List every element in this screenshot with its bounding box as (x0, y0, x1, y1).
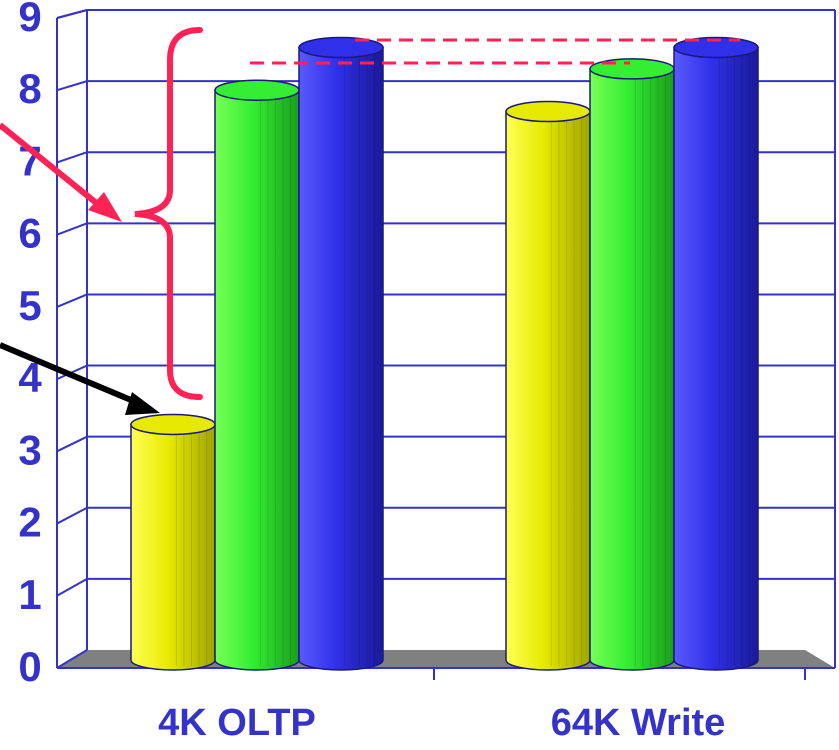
y-tick-label: 9 (18, 0, 41, 40)
bar-top (298, 36, 384, 59)
bar-body (214, 89, 300, 671)
y-tick-label: 8 (18, 65, 41, 112)
bar (673, 36, 759, 671)
category-label-4k-oltp: 4K OLTP (158, 702, 316, 744)
bar (130, 413, 216, 671)
reference-dashed-lines (250, 38, 740, 65)
y-tick-label: 1 (18, 571, 41, 618)
y-tick-label: 7 (18, 137, 41, 184)
y-tick-mark (56, 435, 88, 453)
bar-top (673, 36, 759, 59)
black-arrow-icon (0, 342, 160, 415)
y-tick-mark (56, 506, 88, 525)
bar-body (673, 46, 759, 671)
bar-body (589, 68, 675, 671)
bar (505, 100, 591, 671)
bar-top (130, 413, 216, 436)
bar-body (505, 110, 591, 671)
bars (130, 36, 759, 671)
y-tick-mark (56, 9, 88, 19)
y-tick-mark (56, 578, 88, 597)
y-tick-label: 0 (18, 643, 41, 690)
bar (589, 58, 675, 671)
y-tick-label: 6 (18, 210, 41, 257)
y-tick-mark (56, 649, 88, 669)
bar-top (505, 100, 591, 123)
y-tick-mark (56, 222, 88, 236)
y-tick-label: 5 (18, 282, 41, 329)
red-arrow-icon (0, 122, 122, 222)
y-tick-label: 2 (18, 499, 41, 546)
gap-brace (134, 27, 203, 400)
bar (298, 36, 384, 671)
y-tick-mark (56, 80, 88, 92)
bar (214, 79, 300, 671)
y-tick-label: 3 (18, 426, 41, 473)
category-label-64k-write: 64K Write (551, 702, 726, 744)
bar-body (298, 46, 384, 671)
y-tick-mark (56, 293, 88, 308)
y-tick-mark (56, 151, 88, 164)
bar-top (214, 79, 300, 101)
bar-body (130, 423, 216, 671)
